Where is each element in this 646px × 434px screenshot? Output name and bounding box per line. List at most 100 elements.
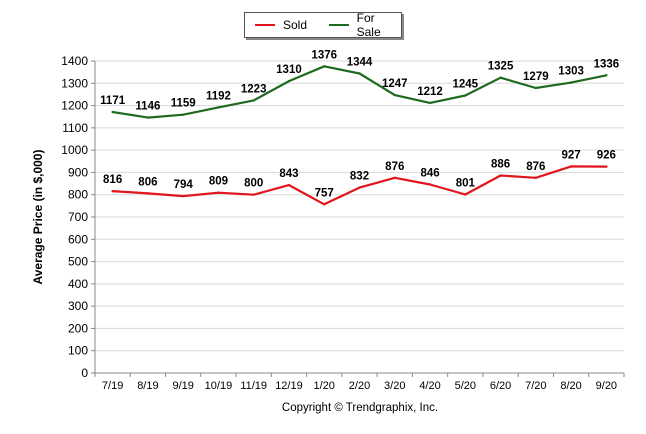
data-label-sold: 876 — [526, 161, 545, 173]
data-point-for-sale — [146, 116, 150, 119]
data-point-for-sale — [569, 81, 573, 84]
data-label-for-sale: 1146 — [135, 101, 160, 113]
data-label-sold: 806 — [138, 176, 157, 188]
data-point-sold — [428, 183, 432, 186]
data-point-sold — [605, 165, 608, 168]
data-label-sold: 876 — [385, 161, 404, 173]
data-point-sold — [287, 183, 291, 187]
data-label-sold: 757 — [315, 187, 334, 199]
data-point-sold — [217, 191, 220, 194]
y-tick-label: 1200 — [61, 99, 88, 113]
y-tick-label: 800 — [68, 188, 88, 202]
x-tick-label: 8/20 — [560, 380, 581, 392]
legend-swatch-for-sale — [329, 24, 349, 26]
y-tick-label: 0 — [81, 366, 88, 380]
data-point-for-sale — [217, 106, 220, 109]
x-tick-label: 1/20 — [314, 380, 335, 392]
x-tick-label: 6/20 — [490, 380, 511, 392]
data-label-sold: 816 — [103, 174, 122, 186]
data-label-for-sale: 1336 — [594, 58, 620, 70]
x-tick-label: 9/20 — [596, 380, 617, 392]
data-point-sold — [499, 174, 502, 177]
data-label-sold: 832 — [350, 171, 369, 183]
data-point-sold — [464, 193, 467, 196]
data-label-sold: 926 — [597, 150, 616, 162]
data-point-sold — [181, 194, 185, 198]
data-label-for-sale: 1303 — [558, 66, 584, 78]
y-tick-label: 700 — [68, 210, 88, 224]
data-point-for-sale — [393, 93, 396, 97]
data-point-for-sale — [181, 113, 185, 116]
x-tick-label: 7/19 — [102, 380, 123, 392]
x-tick-label: 12/19 — [275, 380, 303, 392]
data-point-sold — [534, 176, 538, 179]
data-label-sold: 809 — [209, 176, 228, 188]
y-axis-title: Average Price (in $,000) — [31, 149, 45, 285]
legend-label-for-sale: For Sale — [356, 11, 381, 39]
data-label-sold: 927 — [562, 149, 581, 161]
x-tick-label: 7/20 — [525, 380, 546, 392]
data-point-for-sale — [534, 86, 538, 90]
copyright-text: Copyright © Trendgraphix, Inc. — [281, 402, 439, 414]
x-tick-label: 2/20 — [349, 380, 370, 392]
data-label-sold: 800 — [244, 178, 263, 190]
data-label-for-sale: 1310 — [276, 64, 302, 76]
x-tick-label: 11/19 — [240, 380, 267, 392]
data-point-for-sale — [428, 101, 432, 105]
data-label-for-sale: 1325 — [488, 61, 514, 73]
y-tick-label: 1300 — [61, 76, 88, 90]
x-tick-label: 4/20 — [419, 380, 440, 392]
x-tick-label: 8/19 — [137, 380, 158, 392]
x-tick-label: 5/20 — [455, 380, 476, 392]
data-label-for-sale: 1171 — [100, 95, 126, 107]
data-point-sold — [323, 203, 326, 206]
y-tick-label: 1400 — [61, 54, 88, 68]
y-tick-label: 500 — [68, 255, 88, 269]
data-label-for-sale: 1159 — [171, 98, 196, 110]
x-tick-label: 10/19 — [205, 380, 233, 392]
y-tick-label: 200 — [68, 321, 88, 335]
data-label-for-sale: 1376 — [311, 49, 337, 61]
data-label-for-sale: 1245 — [453, 79, 479, 91]
data-point-for-sale — [287, 79, 291, 83]
y-tick-label: 1100 — [62, 121, 88, 135]
x-tick-label: 3/20 — [384, 380, 405, 392]
legend-item-sold: Sold — [255, 18, 307, 32]
data-label-for-sale: 1192 — [206, 90, 231, 102]
data-point-sold — [358, 186, 361, 189]
data-label-for-sale: 1247 — [382, 78, 408, 90]
data-label-sold: 843 — [279, 168, 298, 180]
data-point-sold — [252, 193, 255, 196]
y-tick-label: 300 — [68, 299, 88, 313]
legend-label-sold: Sold — [283, 18, 308, 32]
legend-swatch-sold — [255, 24, 275, 26]
data-point-sold — [569, 165, 573, 168]
data-point-sold — [146, 192, 150, 195]
data-point-for-sale — [499, 76, 502, 79]
data-label-for-sale: 1279 — [523, 71, 549, 83]
data-label-sold: 846 — [420, 167, 439, 179]
data-point-for-sale — [464, 94, 467, 97]
data-point-for-sale — [605, 74, 608, 77]
data-label-sold: 794 — [174, 179, 194, 191]
y-tick-label: 600 — [68, 232, 88, 246]
y-tick-label: 100 — [68, 344, 88, 358]
x-tick-label: 9/19 — [172, 380, 193, 392]
data-point-sold — [111, 189, 114, 193]
data-point-for-sale — [323, 65, 326, 68]
data-point-for-sale — [111, 110, 114, 114]
data-point-for-sale — [252, 99, 255, 102]
legend-item-for-sale: For Sale — [329, 11, 401, 39]
legend: Sold For Sale — [244, 11, 402, 39]
data-label-sold: 886 — [491, 159, 510, 171]
y-tick-label: 400 — [68, 277, 88, 291]
data-label-for-sale: 1344 — [347, 56, 373, 68]
data-point-sold — [393, 176, 396, 179]
y-tick-label: 1000 — [61, 143, 88, 157]
y-tick-label: 900 — [68, 165, 88, 179]
data-point-for-sale — [358, 72, 361, 75]
data-label-sold: 801 — [456, 177, 476, 189]
data-label-for-sale: 1212 — [417, 86, 443, 98]
data-label-for-sale: 1223 — [241, 83, 267, 95]
